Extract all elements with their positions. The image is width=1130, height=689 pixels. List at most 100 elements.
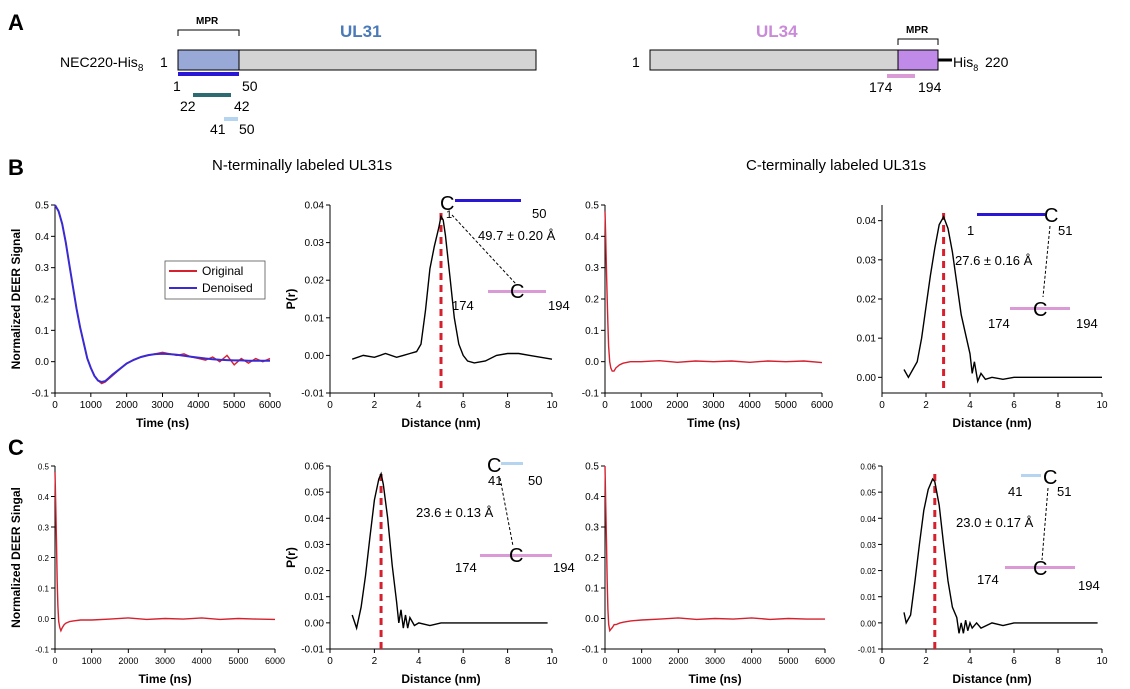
distance-value: 49.7 ± 0.20 Å <box>478 228 556 243</box>
x-tick-label: 10 <box>546 656 558 667</box>
y-tick-label: 0.06 <box>860 463 876 472</box>
label-end: 51 <box>1058 223 1072 238</box>
series-line-0 <box>903 477 1098 634</box>
x-tick-label: 8 <box>505 656 511 667</box>
ul34-name: UL34 <box>756 22 798 41</box>
spin-c-bottom: C <box>509 545 523 567</box>
y-tick-label: 0.0 <box>38 615 50 624</box>
spin-c-top: C <box>1044 205 1058 227</box>
y-tick-label: 0.02 <box>305 566 325 577</box>
x-axis-label: Distance (nm) <box>952 672 1031 686</box>
x-tick-label: 6000 <box>811 400 834 411</box>
y-tick-label: -0.1 <box>35 646 49 655</box>
label-bar-bottom <box>488 290 546 293</box>
y-tick-label: 0.1 <box>38 585 50 594</box>
x-tick-label: 1000 <box>80 400 103 411</box>
y-tick-label: 0.03 <box>305 238 325 249</box>
x-axis-label: Time (ns) <box>687 416 740 430</box>
x-tick-label: 2 <box>923 400 929 411</box>
y-tick-label: 0.1 <box>585 326 599 337</box>
y-axis-label: P(r) <box>284 547 298 568</box>
x-tick-label: 0 <box>602 656 607 666</box>
spin-c-bottom: C <box>510 281 524 303</box>
legend-original-label: Original <box>202 264 243 278</box>
spin-c-top: C <box>1043 467 1057 489</box>
label-bar-top <box>1021 474 1041 477</box>
ul31-seg-1-start: 1 <box>173 78 181 94</box>
label-diagram-c4: 41 C 51 23.0 ± 0.17 Å C 174 194 <box>956 467 1100 593</box>
y-tick-label: 0.0 <box>585 614 599 625</box>
y-tick-label: -0.1 <box>582 389 600 400</box>
y-tick-label: 0.00 <box>305 618 325 629</box>
x-axis-label: Time (ns) <box>136 416 189 430</box>
x-tick-label: 5000 <box>778 656 798 666</box>
x-axis-label: Distance (nm) <box>952 416 1031 430</box>
chart-c4: 0 2 4 6 8 10 -0.01 0.00 0.01 0.02 0.03 0.04 0.05 0.06… <box>858 463 1108 687</box>
x-tick-label: 2000 <box>668 656 688 666</box>
x-tick-label: 8 <box>1055 656 1061 667</box>
x-tick-label: 8 <box>505 400 511 411</box>
label-bar-bottom <box>480 554 552 557</box>
y-tick-label: 0.3 <box>35 263 49 274</box>
chart-c1: 0 1000 2000 3000 4000 5000 6000 -0.1 0.0 0.1 0.2 0.… <box>9 463 285 687</box>
distance-line <box>499 477 514 547</box>
y-tick-label: 0.0 <box>585 357 599 368</box>
y-tick-label: 0.4 <box>585 492 599 503</box>
x-tick-label: 6 <box>460 400 466 411</box>
label-bar-top <box>977 213 1045 216</box>
x-axis-label: Distance (nm) <box>401 416 480 430</box>
panel-b-letter: B <box>8 155 24 180</box>
label-bottom-start: 174 <box>452 298 474 313</box>
y-tick-label: -0.01 <box>301 389 324 400</box>
x-tick-label: 4000 <box>739 400 762 411</box>
y-tick-label: 0.01 <box>860 593 876 602</box>
spin-c-bottom: C <box>1033 299 1047 321</box>
y-tick-label: 0.02 <box>857 295 877 306</box>
ul31-name: UL31 <box>340 22 382 41</box>
y-tick-label: 0.00 <box>860 619 876 628</box>
y-tick-label: 0.03 <box>857 255 877 266</box>
label-bottom-start: 174 <box>977 572 999 587</box>
y-tick-label: 0.00 <box>857 373 877 384</box>
y-tick-label: 0.5 <box>35 201 49 212</box>
spin-c-bottom: C <box>1033 558 1047 580</box>
y-tick-label: 0.5 <box>38 463 50 472</box>
y-tick-label: 0.04 <box>305 201 325 212</box>
x-tick-label: 0 <box>879 656 885 667</box>
label-end: 50 <box>532 206 546 221</box>
label-bar-bottom <box>1010 307 1070 310</box>
y-tick-label: 0.0 <box>35 357 49 368</box>
y-tick-label: 0.2 <box>35 295 49 306</box>
x-tick-label: 3000 <box>151 400 174 411</box>
label-start: 41 <box>1008 484 1022 499</box>
ul34-end-label: 220 <box>985 54 1009 70</box>
x-tick-label: 4000 <box>187 400 210 411</box>
x-tick-label: 5000 <box>228 656 248 666</box>
x-tick-label: 0 <box>327 656 333 667</box>
panel-a-letter: A <box>8 10 24 35</box>
ul34-start-label: 1 <box>632 54 640 70</box>
y-tick-label: 0.05 <box>860 489 876 498</box>
x-tick-label: 6 <box>1011 656 1017 667</box>
x-tick-label: 10 <box>1096 656 1108 667</box>
x-tick-label: 4 <box>416 400 422 411</box>
x-tick-label: 10 <box>1096 400 1108 411</box>
x-tick-label: 0 <box>879 400 885 411</box>
y-tick-label: -0.01 <box>858 646 877 655</box>
label-bottom-start: 174 <box>988 316 1010 331</box>
distance-value: 23.0 ± 0.17 Å <box>956 515 1034 530</box>
chart-c3: 0 1000 2000 3000 4000 5000 6000 -0.1 0.0 0.1 0.2 0.… <box>582 462 835 687</box>
label-start: 41 <box>488 473 502 488</box>
series-line-0 <box>54 472 276 633</box>
x-tick-label: 0 <box>52 400 58 411</box>
series-line-0 <box>604 465 825 633</box>
ul31-seg-41-50 <box>224 117 238 121</box>
y-tick-label: 0.04 <box>860 515 876 524</box>
chart-b1: 0 1000 2000 3000 4000 5000 6000 -0.1 0.0 0.1 0.2 0.… <box>9 201 282 431</box>
c-terminal-title: C-terminally labeled UL31s <box>746 157 926 174</box>
ul31-seg-41-start: 41 <box>210 121 226 137</box>
x-tick-label: 6 <box>460 656 466 667</box>
x-tick-label: 2 <box>923 656 929 667</box>
y-axis-label: Normalized DEER Signal <box>9 229 23 370</box>
